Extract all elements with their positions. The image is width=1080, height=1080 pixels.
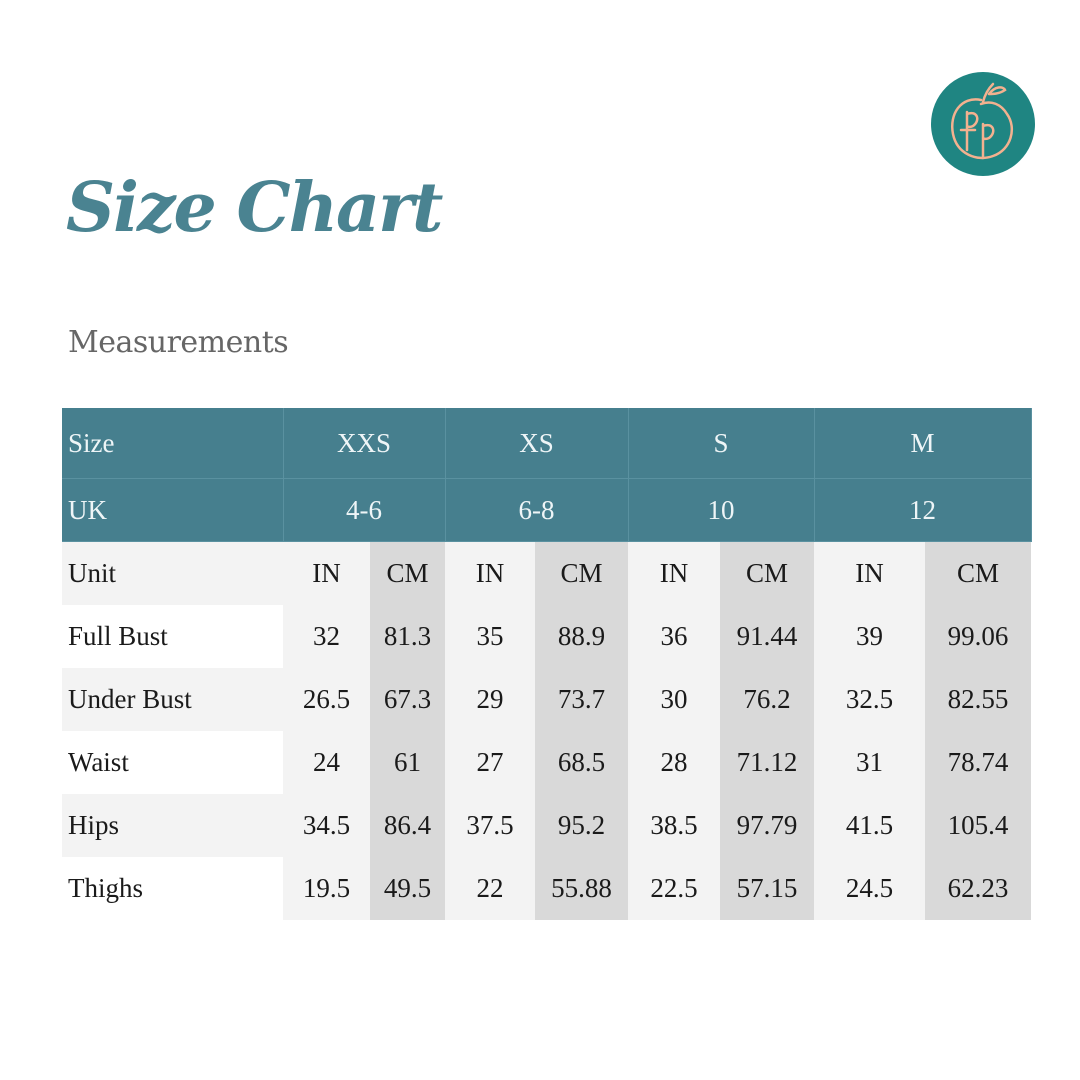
row-label: Thighs	[62, 857, 283, 920]
value-cm: 73.7	[535, 668, 628, 731]
value-cm: 71.12	[720, 731, 814, 794]
row-label: Waist	[62, 731, 283, 794]
row-label: Hips	[62, 794, 283, 857]
value-cm: 91.44	[720, 605, 814, 668]
value-cm: 95.2	[535, 794, 628, 857]
value-cm: 105.4	[925, 794, 1031, 857]
value-cm: 99.06	[925, 605, 1031, 668]
value-in: 26.5	[283, 668, 370, 731]
value-in: 24.5	[814, 857, 925, 920]
page-title: Size Chart	[66, 168, 443, 248]
value-in: 41.5	[814, 794, 925, 857]
value-in: 19.5	[283, 857, 370, 920]
value-in: 24	[283, 731, 370, 794]
value-in: 27	[445, 731, 535, 794]
size-s: S	[628, 408, 815, 479]
unit-label: Unit	[62, 541, 283, 605]
value-cm: 86.4	[370, 794, 445, 857]
value-cm: 88.9	[535, 605, 628, 668]
value-in: 37.5	[445, 794, 535, 857]
value-in: 32	[283, 605, 370, 668]
value-in: 22	[445, 857, 535, 920]
value-cm: 67.3	[370, 668, 445, 731]
value-cm: 97.79	[720, 794, 814, 857]
table-row: Full Bust 32 81.3 35 88.9 36 91.44 39 99.06	[62, 605, 1031, 668]
table-row: Waist 24 61 27 68.5 28 71.12 31 78.74	[62, 731, 1031, 794]
uk-s: 10	[628, 478, 815, 542]
value-in: 28	[628, 731, 720, 794]
value-cm: 76.2	[720, 668, 814, 731]
table-row: Hips 34.5 86.4 37.5 95.2 38.5 97.79 41.5 105.4	[62, 794, 1031, 857]
value-in: 38.5	[628, 794, 720, 857]
size-xs: XS	[445, 408, 629, 479]
table-row: Under Bust 26.5 67.3 29 73.7 30 76.2 32.5 82.55	[62, 668, 1031, 731]
value-in: 35	[445, 605, 535, 668]
value-in: 39	[814, 605, 925, 668]
value-cm: 82.55	[925, 668, 1031, 731]
brand-logo	[931, 72, 1035, 176]
unit-cm: CM	[720, 541, 814, 605]
value-in: 32.5	[814, 668, 925, 731]
value-in: 31	[814, 731, 925, 794]
value-cm: 81.3	[370, 605, 445, 668]
value-in: 34.5	[283, 794, 370, 857]
value-in: 36	[628, 605, 720, 668]
size-label: Size	[62, 408, 284, 479]
size-row: Size XXS XS S M	[62, 408, 1032, 479]
uk-row: UK 4-6 6-8 10 12	[62, 478, 1032, 542]
unit-cm: CM	[535, 541, 628, 605]
value-cm: 55.88	[535, 857, 628, 920]
unit-in: IN	[445, 541, 535, 605]
value-cm: 61	[370, 731, 445, 794]
unit-cm: CM	[925, 541, 1031, 605]
value-cm: 57.15	[720, 857, 814, 920]
value-cm: 49.5	[370, 857, 445, 920]
size-xxs: XXS	[283, 408, 446, 479]
uk-label: UK	[62, 478, 284, 542]
unit-in: IN	[283, 541, 370, 605]
size-chart-table: Size XXS XS S M UK 4-6 6-8 10 12 Unit IN…	[62, 408, 1032, 920]
value-in: 29	[445, 668, 535, 731]
value-cm: 68.5	[535, 731, 628, 794]
section-subtitle: Measurements	[68, 325, 289, 360]
unit-row: Unit IN CM IN CM IN CM IN CM	[62, 541, 1031, 605]
row-label: Full Bust	[62, 605, 283, 668]
uk-xs: 6-8	[445, 478, 629, 542]
unit-cm: CM	[370, 541, 445, 605]
unit-in: IN	[814, 541, 925, 605]
row-label: Under Bust	[62, 668, 283, 731]
size-m: M	[814, 408, 1032, 479]
value-cm: 78.74	[925, 731, 1031, 794]
uk-xxs: 4-6	[283, 478, 446, 542]
uk-m: 12	[814, 478, 1032, 542]
value-in: 30	[628, 668, 720, 731]
table-row: Thighs 19.5 49.5 22 55.88 22.5 57.15 24.5 62.23	[62, 857, 1031, 920]
value-in: 22.5	[628, 857, 720, 920]
unit-in: IN	[628, 541, 720, 605]
value-cm: 62.23	[925, 857, 1031, 920]
